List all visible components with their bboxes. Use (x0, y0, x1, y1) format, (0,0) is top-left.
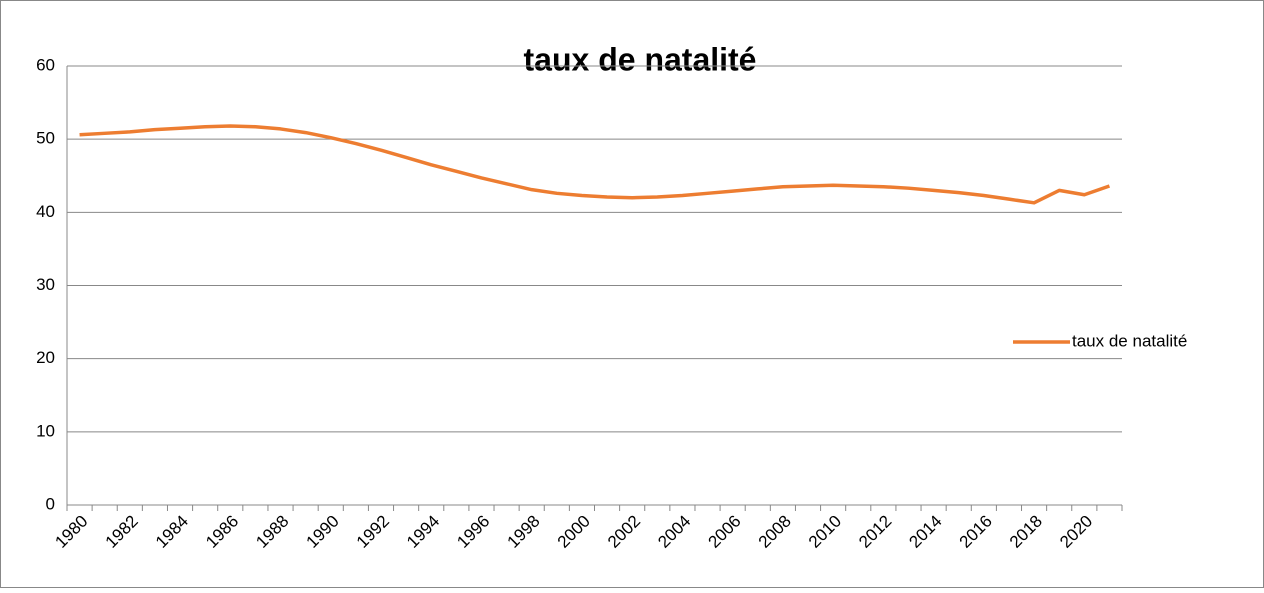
y-tick-label: 20 (36, 348, 55, 367)
y-tick-label: 50 (36, 129, 55, 148)
y-tick-label: 10 (36, 421, 55, 440)
y-tick-label: 0 (46, 494, 55, 513)
chart-title: taux de natalité (524, 41, 757, 77)
y-tick-label: 30 (36, 275, 55, 294)
y-tick-label: 60 (36, 55, 55, 74)
legend-label: taux de natalité (1072, 331, 1187, 350)
line-series (79, 124, 1111, 205)
y-tick-label: 40 (36, 202, 55, 221)
